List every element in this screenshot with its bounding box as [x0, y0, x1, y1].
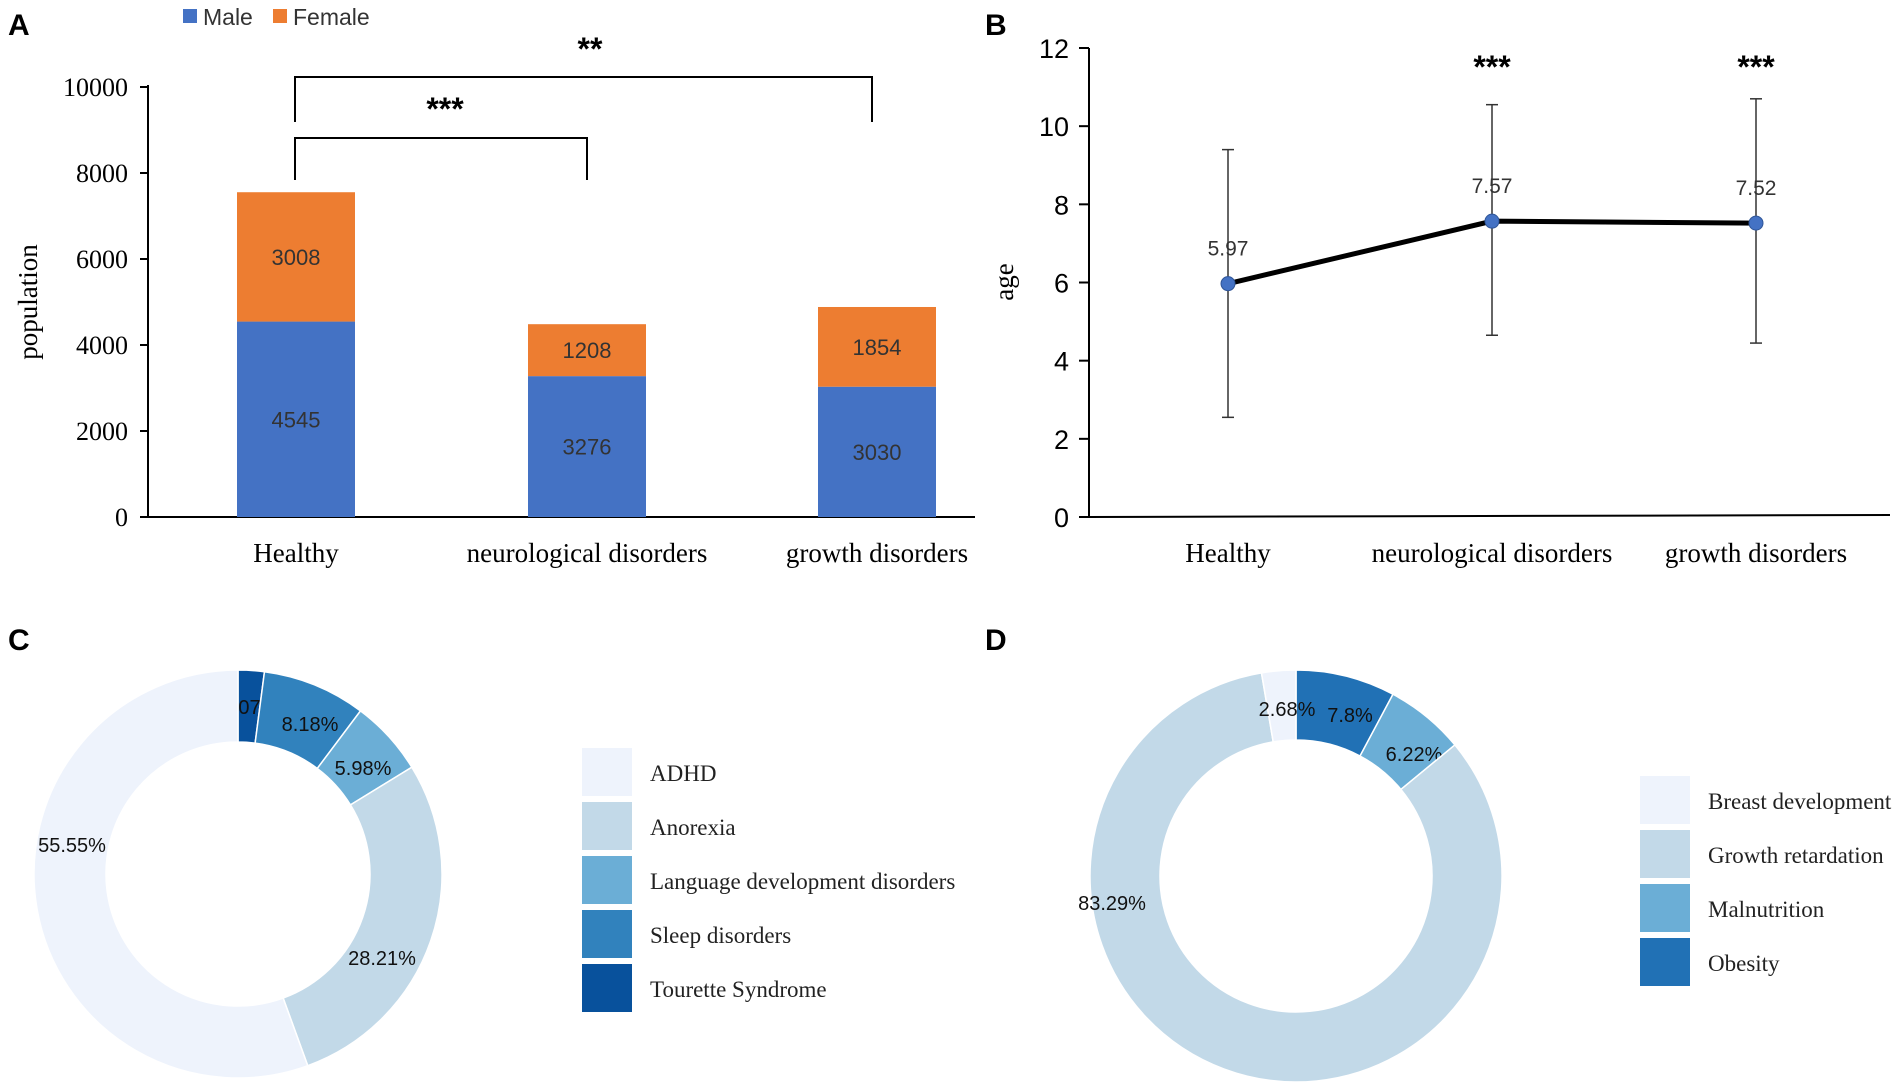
a-bar-female-healthy [237, 192, 355, 322]
a-category-label: growth disorders [786, 538, 968, 568]
c-legend-swatch-language-development-disorders [582, 856, 632, 904]
b-point-neurological-disorders [1484, 213, 1500, 229]
c-slice-pct-label: 55.55% [38, 835, 106, 857]
d-slice-pct-label: 7.8% [1327, 705, 1373, 727]
a-significance-bracket [294, 137, 588, 180]
b-y-tick-label: 4 [1054, 347, 1069, 377]
c-slice-anorexia [282, 766, 443, 1067]
c-legend-label-sleep-disorders: Sleep disorders [650, 923, 791, 948]
b-point-value-label: 5.97 [1208, 238, 1249, 261]
a-significance-label: *** [426, 91, 464, 127]
d-legend-label-breast-development: Breast development [1708, 789, 1892, 814]
b-category-label: Healthy [1185, 538, 1271, 568]
b-point-value-label: 7.57 [1472, 175, 1513, 198]
c-slice-pct-label: 8.18% [282, 714, 339, 736]
d-legend-swatch-growth-retardation [1640, 830, 1690, 878]
a-category-label: neurological disorders [467, 538, 708, 568]
c-legend-swatch-anorexia [582, 802, 632, 850]
a-legend-label-female: Female [293, 4, 370, 30]
panel-letter-d: D [985, 624, 1007, 657]
chart-a-stacked-bar: 0 2000 4000 6000 8000 10000 population 4545 3008… [13, 4, 975, 568]
a-bar-value-label: 3008 [272, 245, 321, 270]
c-legend-swatch-tourette-syndrome [582, 964, 632, 1012]
d-legend-label-growth-retardation: Growth retardation [1708, 843, 1884, 868]
b-category-label: neurological disorders [1372, 538, 1613, 568]
a-bar-value-label: 4545 [272, 407, 321, 432]
a-legend-label-male: Male [203, 4, 253, 30]
c-slice-pct-label: 5.98% [335, 758, 392, 780]
a-bar-value-label: 1854 [853, 335, 902, 360]
b-y-tick-label: 0 [1054, 503, 1069, 533]
b-y-tick-label: 2 [1054, 425, 1069, 455]
d-slice-breast-development [1260, 669, 1297, 743]
a-bar-female-neurological-disorders [528, 324, 646, 377]
b-y-tick-label: 12 [1039, 34, 1069, 64]
a-legend-swatch-female [273, 9, 287, 23]
b-point-growth-disorders [1748, 215, 1764, 231]
c-slice-pct-label: 28.21% [348, 948, 416, 970]
a-y-tick-label: 6000 [76, 245, 128, 274]
a-bar-male-healthy [237, 321, 355, 517]
c-slice-adhd [33, 669, 309, 1079]
d-legend-swatch-malnutrition [1640, 884, 1690, 932]
b-point-healthy [1220, 276, 1236, 292]
d-legend-swatch-obesity [1640, 938, 1690, 986]
b-x-axis-line [1088, 514, 1891, 518]
panel-letter-c: C [8, 624, 30, 657]
c-legend-label-language-development-disorders: Language development disorders [650, 869, 955, 894]
b-category-label: growth disorders [1665, 538, 1847, 568]
d-slice-pct-label: 2.68% [1259, 699, 1316, 721]
a-y-tick-label: 2000 [76, 417, 128, 446]
a-y-tick-label: 4000 [76, 331, 128, 360]
a-bar-female-growth-disorders [818, 306, 936, 387]
c-legend-label-anorexia: Anorexia [650, 815, 736, 840]
c-legend-swatch-sleep-disorders [582, 910, 632, 958]
b-significance-label: *** [1737, 49, 1775, 85]
b-y-tick-label: 6 [1054, 269, 1069, 299]
a-significance-bracket [294, 76, 873, 122]
a-category-label: Healthy [253, 538, 339, 568]
d-slice-growth-retardation [1089, 672, 1503, 1083]
chart-c-neurological-donut: 2.07%8.18%5.98%28.21%55.55%ADHDAnorexiaL… [33, 669, 955, 1079]
b-y-tick-label: 10 [1039, 112, 1069, 142]
d-slice-pct-label: 83.29% [1078, 893, 1146, 915]
a-bar-male-growth-disorders [818, 386, 936, 517]
a-bar-value-label: 3030 [853, 440, 902, 465]
b-significance-label: *** [1473, 49, 1511, 85]
c-legend-label-adhd: ADHD [650, 761, 716, 786]
d-slice-pct-label: 6.22% [1386, 744, 1443, 766]
d-legend-swatch-breast-development [1640, 776, 1690, 824]
a-legend-swatch-male [183, 9, 197, 23]
panel-letter-a: A [8, 9, 30, 42]
a-bar-male-neurological-disorders [528, 376, 646, 517]
c-legend-swatch-adhd [582, 748, 632, 796]
a-y-axis-title: population [13, 244, 43, 360]
a-bar-value-label: 1208 [563, 338, 612, 363]
b-y-axis-title: age [989, 263, 1019, 300]
b-point-value-label: 7.52 [1736, 177, 1777, 200]
a-bar-value-label: 3276 [563, 435, 612, 460]
b-y-tick-label: 8 [1054, 190, 1069, 220]
a-significance-label: ** [578, 31, 603, 67]
a-y-tick-label: 10000 [63, 73, 128, 102]
c-legend-label-tourette-syndrome: Tourette Syndrome [650, 977, 827, 1002]
d-legend-label-malnutrition: Malnutrition [1708, 897, 1825, 922]
a-y-tick-label: 8000 [76, 159, 128, 188]
panel-letter-b: B [985, 9, 1007, 42]
chart-d-growth-donut: 7.8% 6.22% 83.29% 2.68% Breast development Gr… [1078, 669, 1892, 1083]
chart-b-age-line: 0 2 4 6 8 10 12 age 5.97 Healthy 7.57 neurological … [989, 34, 1891, 568]
a-y-tick-label: 0 [115, 503, 128, 532]
d-legend-label-obesity: Obesity [1708, 951, 1780, 976]
